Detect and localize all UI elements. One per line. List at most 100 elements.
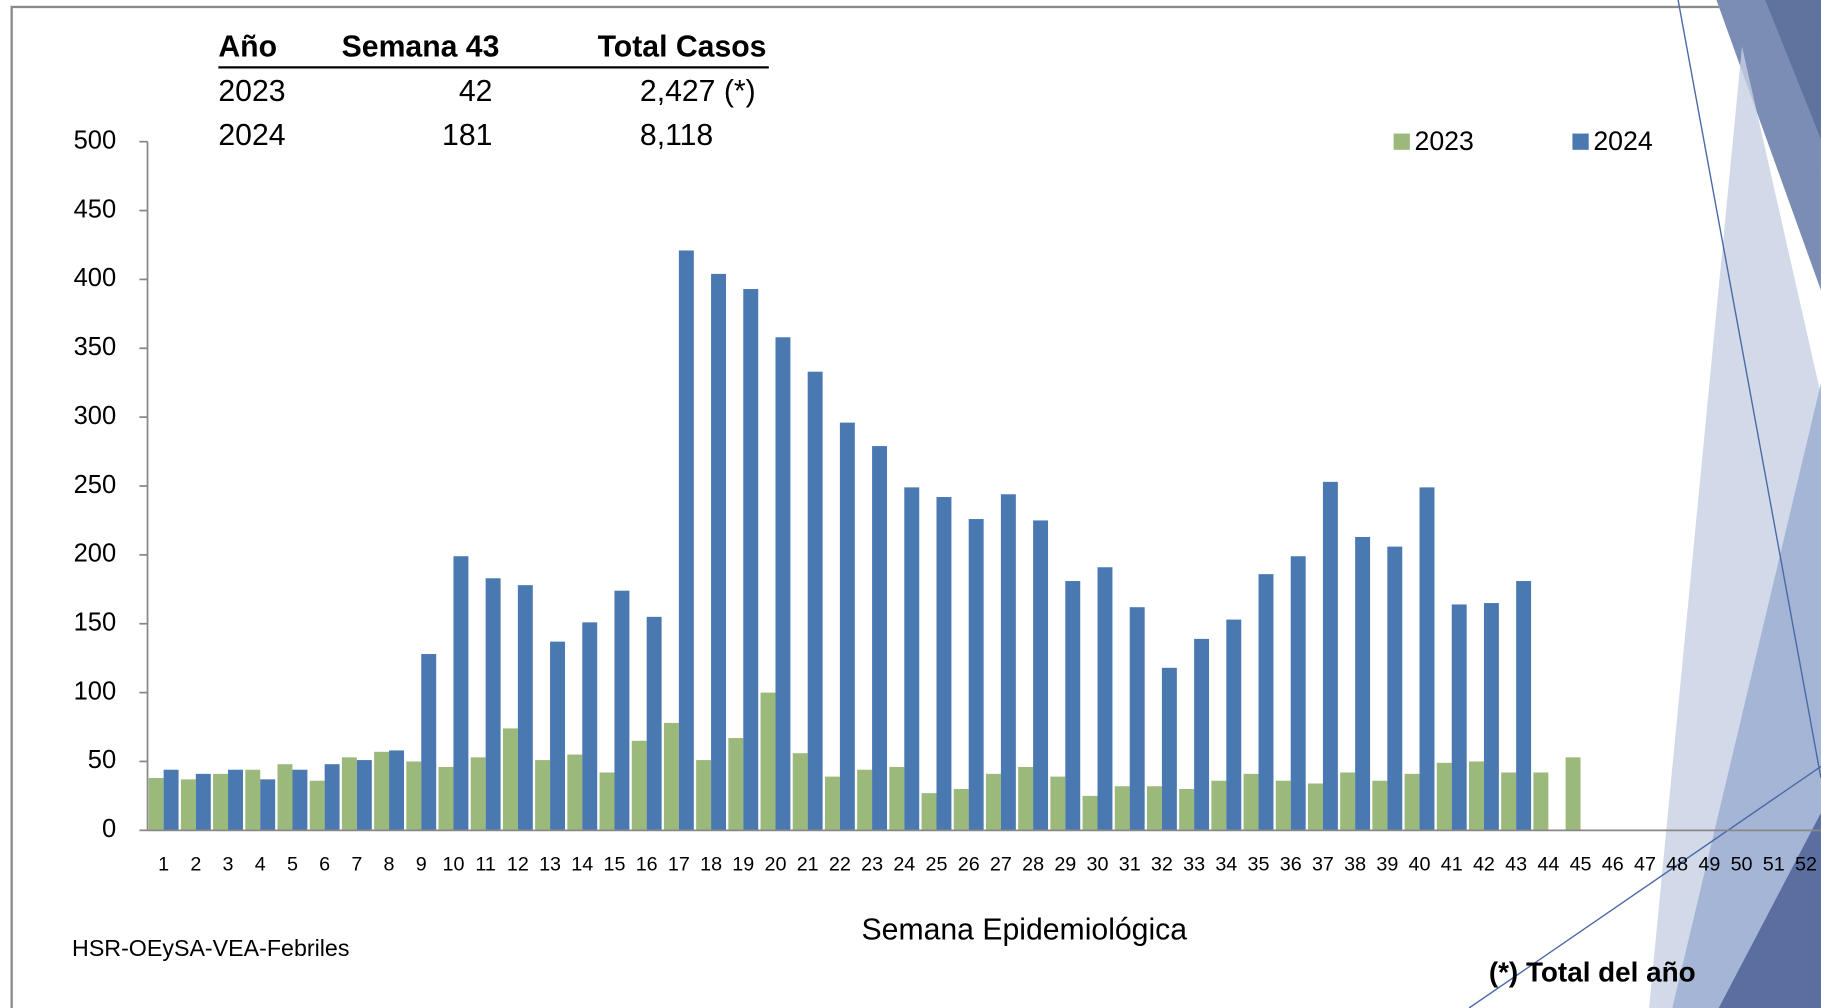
bar (421, 654, 436, 830)
x-tick-label: 45 (1570, 853, 1592, 875)
x-tick-label: 25 (926, 853, 948, 875)
bar (922, 793, 937, 830)
bar (325, 764, 340, 830)
table-header: Año (218, 31, 277, 64)
bar (793, 753, 808, 830)
bar (1147, 786, 1162, 830)
y-tick-label: 50 (88, 746, 116, 774)
x-tick-label: 51 (1763, 853, 1785, 875)
x-tick-label: 10 (442, 853, 464, 875)
x-tick-label: 33 (1183, 853, 1205, 875)
table-cell: 2,427 (*) (640, 75, 756, 108)
bar (761, 693, 776, 831)
x-tick-label: 48 (1666, 853, 1688, 875)
x-tick-label: 5 (287, 853, 298, 875)
bar (632, 741, 647, 831)
bar (1484, 603, 1499, 830)
x-tick-label: 49 (1698, 853, 1720, 875)
bar (503, 728, 518, 830)
x-tick-label: 2 (190, 853, 201, 875)
x-tick-label: 9 (416, 853, 427, 875)
bar (149, 778, 164, 830)
bar (486, 578, 501, 830)
x-tick-label: 22 (829, 853, 851, 875)
x-tick-label: 11 (475, 853, 496, 875)
legend-swatch (1572, 134, 1588, 150)
bar (1405, 774, 1420, 830)
y-tick-label: 0 (102, 815, 116, 843)
source: HSR-OEySA-VEA-Febriles (72, 935, 349, 961)
bar (389, 750, 404, 830)
bar (696, 760, 711, 830)
x-tick-label: 7 (351, 853, 362, 875)
bar (872, 446, 887, 830)
bar (1179, 789, 1194, 830)
bar (1452, 604, 1467, 830)
x-tick-label: 28 (1022, 853, 1044, 875)
bar (260, 779, 275, 830)
x-tick-label: 4 (255, 853, 266, 875)
bar (1098, 567, 1113, 830)
y-tick-label: 350 (74, 333, 117, 361)
bar (582, 622, 597, 830)
x-tick-label: 42 (1473, 853, 1495, 875)
y-tick-label: 200 (74, 540, 117, 568)
bar (471, 757, 486, 830)
bar (1501, 772, 1516, 830)
x-tick-label: 36 (1280, 853, 1302, 875)
table-header: Total Casos (598, 31, 767, 64)
bar (1291, 556, 1306, 830)
bar (1226, 620, 1241, 831)
x-tick-label: 39 (1376, 853, 1398, 875)
y-tick-label: 150 (74, 608, 117, 636)
chart: Año Semana 43 Total Casos 2023 42 2,427 … (0, 0, 1821, 1008)
bar (857, 770, 872, 831)
x-tick-label: 8 (384, 853, 395, 875)
x-tick-label: 29 (1054, 853, 1076, 875)
bar (406, 761, 421, 830)
bar (535, 760, 550, 830)
bar (647, 617, 662, 830)
x-tick-label: 20 (765, 853, 787, 875)
bar (1566, 757, 1581, 830)
bar (567, 755, 582, 831)
bar (1050, 777, 1065, 831)
bar (825, 777, 840, 831)
bar (181, 779, 196, 830)
x-tick-label: 43 (1505, 853, 1527, 875)
bar (196, 774, 211, 830)
x-tick-label: 50 (1731, 853, 1753, 875)
bar (357, 760, 372, 830)
bar (600, 772, 615, 830)
x-tick-label: 23 (861, 853, 883, 875)
x-tick-label: 41 (1441, 853, 1463, 875)
bar (728, 738, 743, 830)
bar (342, 757, 357, 830)
x-tick-label: 40 (1409, 853, 1431, 875)
x-tick-label: 24 (893, 853, 915, 875)
x-tick-label: 14 (571, 853, 593, 875)
bar (1130, 607, 1145, 830)
table-cell: 2023 (218, 75, 285, 108)
legend-label: 2023 (1415, 126, 1474, 156)
table-header: Semana 43 (342, 31, 500, 64)
y-tick-label: 100 (74, 677, 117, 705)
x-tick-label: 26 (958, 853, 980, 875)
legend-swatch (1394, 134, 1410, 150)
bar (969, 519, 984, 830)
bar (1259, 574, 1274, 830)
bar (1323, 482, 1338, 830)
bar (1355, 537, 1370, 830)
bar (374, 752, 389, 831)
x-tick-label: 12 (507, 853, 529, 875)
y-tick-label: 300 (74, 402, 117, 430)
bar (711, 274, 726, 830)
bar (1340, 772, 1355, 830)
table-cell: 2024 (218, 119, 285, 152)
bar (1083, 796, 1098, 830)
table-cell: 181 (442, 119, 492, 152)
x-tick-label: 38 (1344, 853, 1366, 875)
bar (1469, 761, 1484, 830)
bar (518, 585, 533, 830)
bar (1033, 520, 1048, 830)
